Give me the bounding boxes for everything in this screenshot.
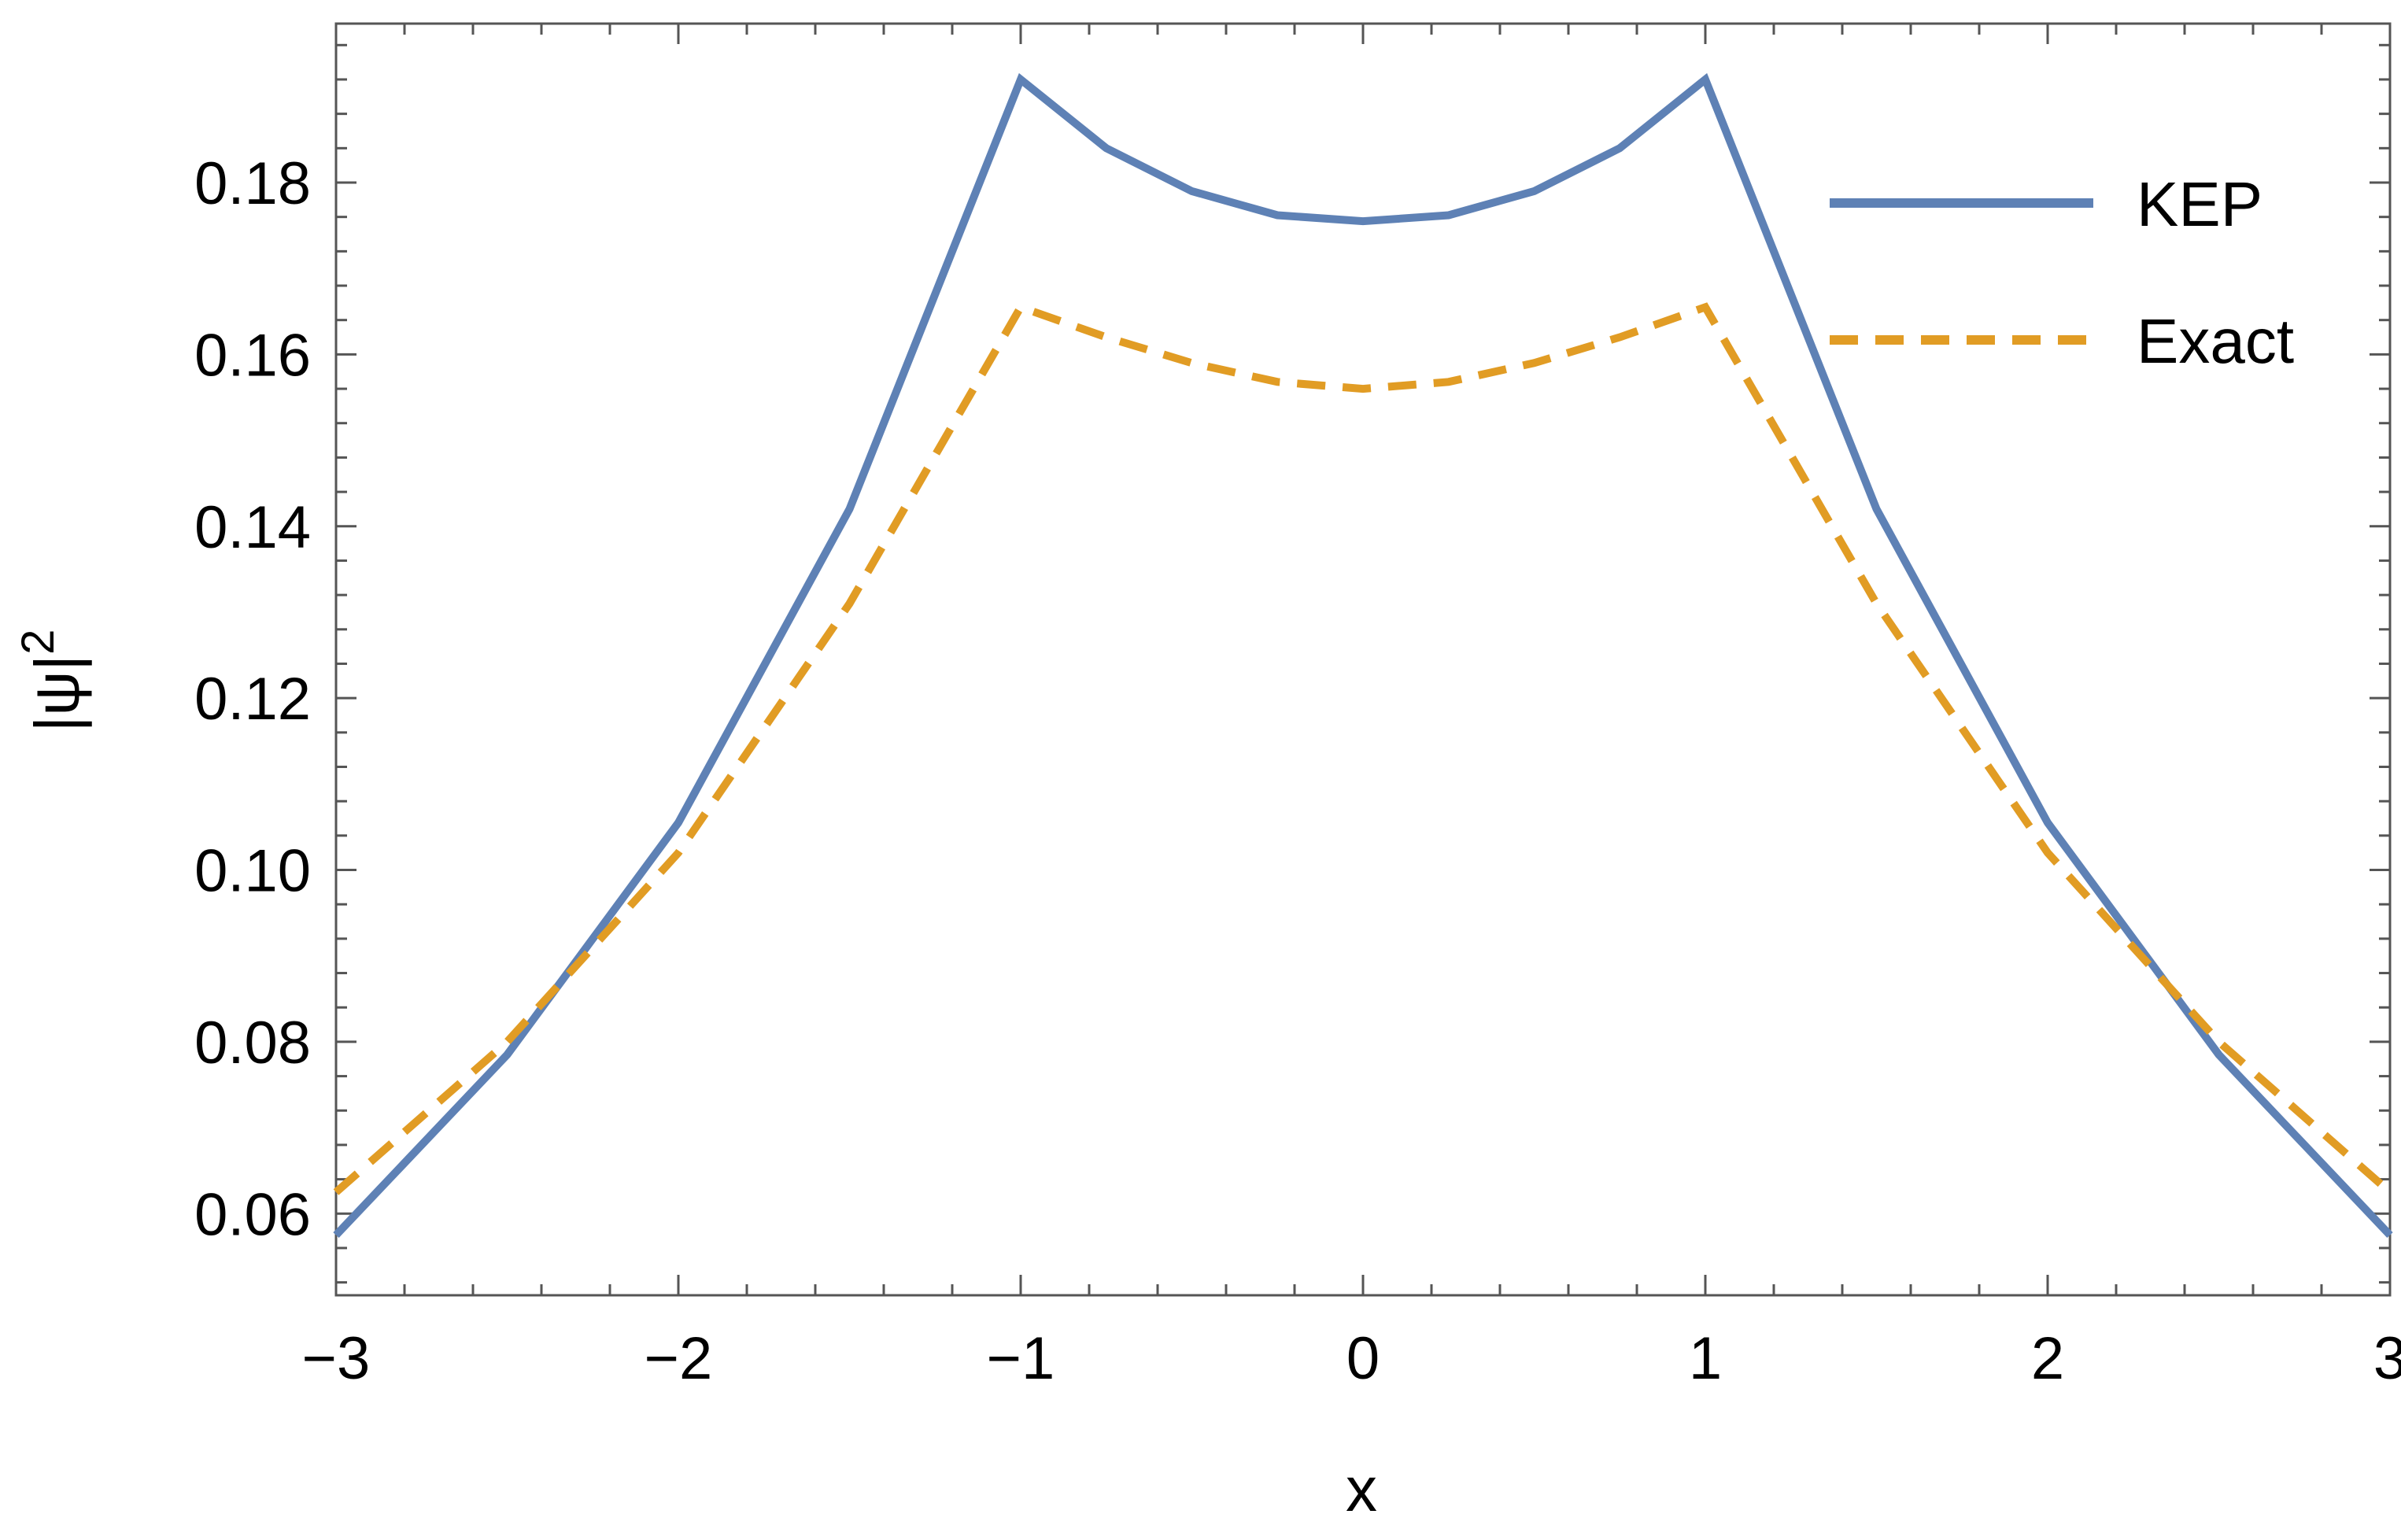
y-axis-label: |ψ|2 [13,630,92,733]
legend: KEP Exact [1830,169,2294,376]
x-tick-label: 0 [1346,1325,1380,1392]
legend-kep-label: KEP [2137,169,2262,239]
y-tick-label: 0.10 [194,838,311,905]
legend-exact-label: Exact [2137,306,2294,376]
y-tick-label: 0.06 [194,1181,311,1248]
x-axis-label: x [1346,1454,1377,1524]
series-line-exact [333,302,2393,1195]
x-tick-label: −1 [987,1325,1055,1392]
series-lines [333,72,2393,1239]
y-axis-label-superscript: 2 [13,630,64,655]
y-tick-label: 0.18 [194,150,311,217]
x-tick-label: 1 [1689,1325,1722,1392]
series-line-kep [333,72,2393,1239]
svg-text:|ψ|2: |ψ|2 [13,630,92,733]
y-tick-label: 0.08 [194,1010,311,1077]
plot-frame [334,22,2392,1297]
x-tick-label: 3 [2373,1325,2401,1392]
x-tick-label: −3 [302,1325,371,1392]
y-tick-label: 0.12 [194,666,311,733]
y-tick-label: 0.16 [194,322,311,389]
x-tick-label: 2 [2031,1325,2064,1392]
y-axis-label-base: |ψ| [22,655,92,733]
axis-ticks [334,24,2392,1295]
x-tick-label: −2 [645,1325,713,1392]
tick-labels: −3 −2 −1 0 1 2 3 0.06 0.08 0.10 0.12 0.14 0.16 0.18 [194,150,2401,1392]
y-tick-label: 0.14 [194,494,311,561]
